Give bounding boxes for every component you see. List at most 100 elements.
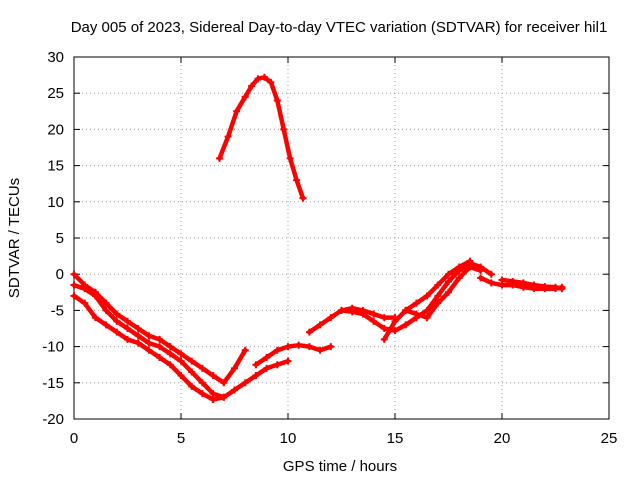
data-point [124, 325, 131, 332]
data-point [198, 390, 206, 398]
x-tick-label: 10 [280, 430, 297, 447]
data-point [134, 325, 142, 332]
data-point [252, 361, 260, 369]
data-point [260, 73, 268, 81]
data-point [316, 346, 324, 354]
data-point [134, 339, 142, 347]
data-point [198, 364, 206, 372]
data-point [231, 364, 238, 372]
data-point [487, 270, 495, 278]
data-point [273, 346, 281, 354]
data-point [209, 372, 217, 380]
data-point [241, 93, 249, 101]
y-tick-label: 25 [47, 85, 64, 102]
data-point [198, 379, 206, 387]
data-point [305, 328, 313, 336]
data-point [391, 317, 399, 325]
y-tick-label: -10 [42, 339, 64, 356]
data-point [166, 361, 174, 369]
data-point [231, 386, 238, 394]
data-point [286, 154, 294, 162]
data-point [188, 382, 196, 390]
data-point [348, 308, 356, 316]
y-axis-label: SDTVAR / TECUs [6, 178, 23, 298]
data-point [81, 299, 89, 307]
data-point [267, 78, 275, 86]
data-point [445, 270, 452, 278]
data-point [299, 194, 307, 202]
data-point [295, 341, 303, 349]
data-point [455, 274, 463, 282]
data-point [216, 154, 224, 162]
data-point [91, 292, 99, 300]
data-point [124, 335, 131, 343]
data-point [113, 328, 121, 336]
data-point [434, 292, 442, 300]
chart-title: Day 005 of 2023, Sidereal Day-to-day VTE… [71, 19, 608, 36]
grid [74, 57, 609, 419]
data-point [254, 75, 262, 83]
data-point [273, 96, 281, 104]
data-point [380, 314, 388, 322]
y-tick-label: 10 [47, 194, 64, 211]
data-point [241, 346, 249, 354]
data-point [156, 343, 164, 351]
x-tick-label: 25 [601, 430, 618, 447]
data-point [273, 361, 281, 369]
series-arc-c [71, 293, 216, 402]
data-point [327, 343, 335, 351]
data-point [380, 325, 388, 332]
data-point [487, 279, 495, 287]
x-axis: 0 5 10 15 20 25 [70, 57, 618, 447]
data-point [552, 283, 559, 291]
data-point [70, 270, 78, 278]
data-point [145, 332, 153, 340]
data-point [102, 306, 110, 314]
data-point [477, 274, 485, 282]
series-arc-upper [217, 75, 306, 201]
data-point [177, 372, 185, 380]
data-point [370, 310, 378, 318]
data-point [530, 281, 538, 289]
data-point [91, 314, 99, 322]
data-point [466, 263, 474, 271]
data-point [338, 306, 345, 314]
data-point [81, 285, 89, 293]
data-point [370, 317, 378, 325]
data-point [477, 267, 485, 275]
data-point [412, 299, 420, 307]
data-point [177, 350, 185, 358]
x-tick-label: 0 [70, 430, 78, 447]
data-point [498, 276, 506, 284]
data-point [220, 379, 228, 387]
data-point [280, 125, 288, 133]
x-tick-label: 20 [494, 430, 511, 447]
y-tick-label: 15 [47, 158, 64, 175]
data-point [166, 350, 174, 358]
data-point [166, 343, 174, 351]
data-point [177, 357, 185, 365]
y-tick-label: -20 [42, 411, 64, 428]
data-point [102, 321, 110, 329]
data-point [316, 321, 324, 329]
data-point [402, 321, 410, 329]
data-point [102, 299, 110, 307]
data-point [445, 288, 452, 296]
data-point [558, 285, 566, 293]
data-point [70, 281, 78, 289]
data-point [233, 107, 241, 115]
x-tick-label: 15 [387, 430, 404, 447]
data-point [391, 327, 399, 335]
data-point [145, 339, 153, 347]
data-point [145, 346, 153, 354]
data-point [220, 393, 228, 401]
data-point [209, 395, 217, 403]
data-point [434, 299, 442, 307]
data-point [423, 314, 431, 322]
data-point [113, 317, 121, 325]
data-point [541, 283, 549, 291]
x-tick-label: 5 [177, 430, 185, 447]
data-point [248, 82, 256, 90]
data-point [445, 277, 452, 285]
